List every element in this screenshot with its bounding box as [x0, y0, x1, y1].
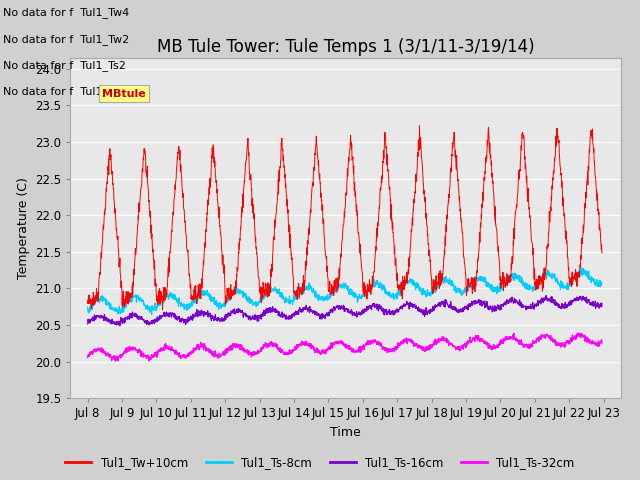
Text: No data for f  Tul1_Ts: No data for f Tul1_Ts — [3, 86, 119, 97]
X-axis label: Time: Time — [330, 426, 361, 439]
Text: MBtule: MBtule — [102, 89, 146, 99]
Text: No data for f  Tul1_Ts2: No data for f Tul1_Ts2 — [3, 60, 126, 71]
Text: No data for f  Tul1_Tw2: No data for f Tul1_Tw2 — [3, 34, 129, 45]
Title: MB Tule Tower: Tule Temps 1 (3/1/11-3/19/14): MB Tule Tower: Tule Temps 1 (3/1/11-3/19… — [157, 38, 534, 56]
Text: No data for f  Tul1_Tw4: No data for f Tul1_Tw4 — [3, 7, 129, 18]
Y-axis label: Temperature (C): Temperature (C) — [17, 177, 29, 279]
Legend: Tul1_Tw+10cm, Tul1_Ts-8cm, Tul1_Ts-16cm, Tul1_Ts-32cm: Tul1_Tw+10cm, Tul1_Ts-8cm, Tul1_Ts-16cm,… — [61, 452, 579, 474]
